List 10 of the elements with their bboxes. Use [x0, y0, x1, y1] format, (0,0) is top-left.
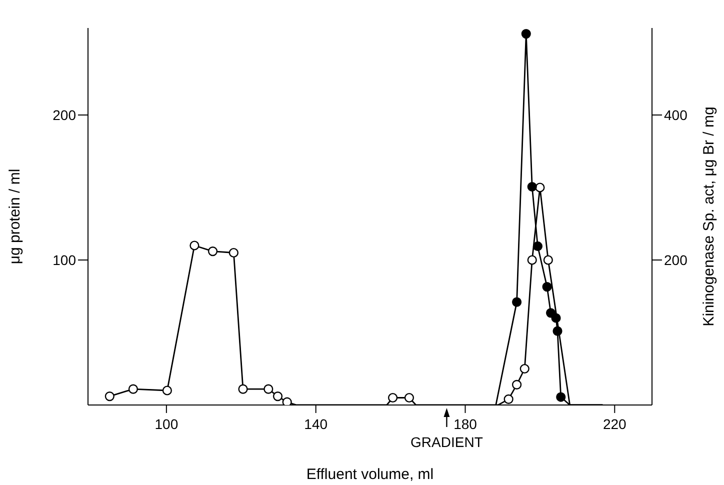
y2-tick-label: 400	[664, 106, 688, 123]
y2-tick-label: 200	[664, 252, 688, 268]
x-axis-title: Effluent volume, ml	[306, 466, 434, 483]
y2-axis-title: Kininogenase Sp. act, μg Br / mg	[700, 106, 718, 326]
y-axis-title: μg protein / ml	[6, 168, 24, 264]
x-tick-label: 140	[304, 416, 328, 432]
x-tick-label: 220	[602, 416, 627, 432]
text: GRADIENT	[410, 434, 484, 450]
x-tick-label: 100	[154, 416, 178, 432]
x-tick-label: 180	[454, 416, 478, 432]
